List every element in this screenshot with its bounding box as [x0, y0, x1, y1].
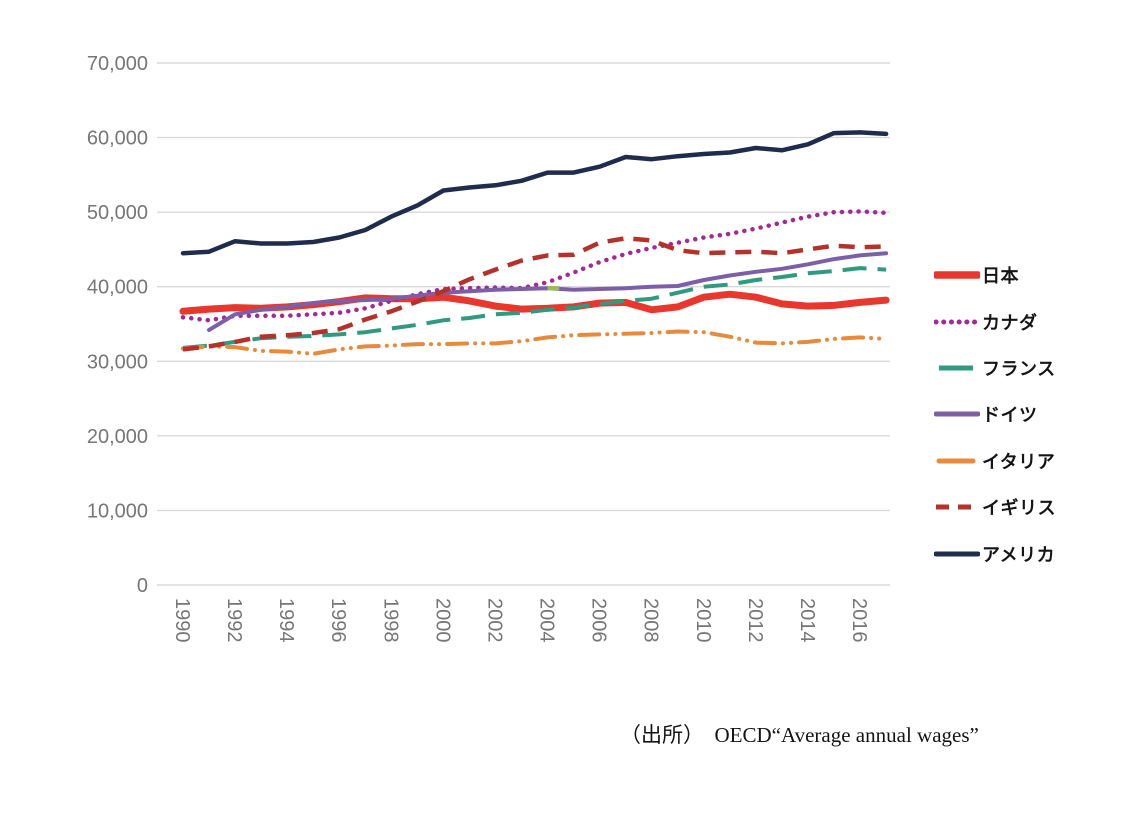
x-axis-tick-label: 1992 — [223, 598, 245, 643]
legend-swatch-japan — [934, 271, 980, 279]
x-axis-tick-label: 1994 — [275, 598, 297, 643]
y-axis-tick-label: 30,000 — [87, 351, 148, 373]
x-axis-tick-label: 2016 — [848, 598, 870, 643]
legend-item-japan: 日本 — [934, 252, 1056, 298]
series-line-italy — [181, 329, 889, 356]
y-axis-tick-label: 20,000 — [87, 426, 148, 448]
legend-label-germany: ドイツ — [982, 405, 1038, 426]
y-axis-tick-label: 0 — [137, 575, 148, 597]
legend-label-canada: カナダ — [982, 312, 1038, 333]
x-axis-tick-label: 2004 — [536, 598, 558, 643]
legend-item-uk: イギリス — [934, 484, 1056, 530]
x-axis-tick-label: 2014 — [796, 598, 818, 643]
series-line-uk — [182, 235, 887, 352]
x-axis-tick-label: 2002 — [483, 598, 505, 643]
series-line-canada — [180, 209, 889, 323]
legend-item-usa: アメリカ — [934, 530, 1056, 576]
y-axis-tick-label: 40,000 — [87, 277, 148, 299]
x-axis-tick-label: 2000 — [431, 598, 453, 643]
legend-item-italy: イタリア — [934, 438, 1056, 484]
y-axis-tick-label: 10,000 — [87, 500, 148, 522]
legend-label-france: フランス — [982, 358, 1056, 379]
legend-swatch-canada — [934, 319, 980, 325]
y-axis-tick-label: 50,000 — [87, 202, 148, 224]
legend-item-canada: カナダ — [934, 298, 1056, 344]
x-axis-tick-label: 2010 — [692, 598, 714, 643]
legend-label-uk: イギリス — [982, 498, 1056, 519]
legend-label-usa: アメリカ — [982, 544, 1056, 565]
source-note: （出所） OECD“Average annual wages” — [620, 723, 979, 747]
legend-label-italy: イタリア — [982, 451, 1056, 472]
y-axis-tick-label: 70,000 — [87, 53, 148, 75]
x-axis-tick-label: 2008 — [640, 598, 662, 643]
y-axis-tick-label: 60,000 — [87, 128, 148, 150]
legend-swatch-uk — [936, 504, 978, 510]
legend-swatch-germany — [934, 411, 980, 417]
x-axis-tick-label: 2006 — [588, 598, 610, 643]
legend-swatch-france — [939, 365, 973, 371]
x-axis-tick-label: 2012 — [744, 598, 766, 643]
legend-label-japan: 日本 — [982, 266, 1019, 287]
series-line-germany — [207, 251, 889, 332]
legend-swatch-usa — [934, 551, 980, 557]
chart-legend: 日本カナダフランスドイツイタリアイギリスアメリカ — [934, 252, 1056, 577]
x-axis-tick-label: 1996 — [327, 598, 349, 643]
x-axis-tick-label: 1990 — [171, 598, 193, 643]
series-line-usa — [180, 130, 889, 256]
x-axis-tick-label: 1998 — [379, 598, 401, 643]
legend-item-germany: ドイツ — [934, 391, 1056, 437]
legend-swatch-italy — [936, 458, 976, 464]
legend-item-france: フランス — [934, 345, 1056, 391]
